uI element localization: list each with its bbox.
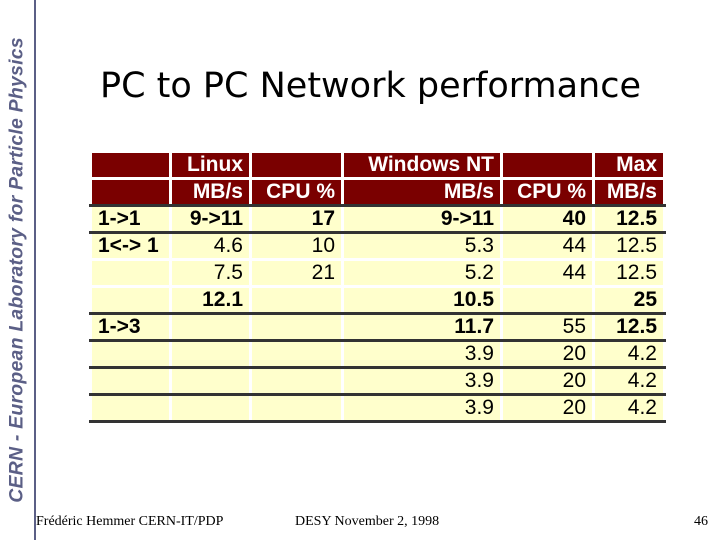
table-cell: 40	[500, 204, 595, 234]
table-cell: 10.5	[341, 285, 503, 315]
table-row: 3.9 20 4.2	[89, 366, 666, 396]
header-row-2: MB/s CPU % MB/s CPU % MB/s	[89, 177, 666, 207]
table-cell	[249, 312, 344, 342]
table-cell: 20	[500, 366, 595, 396]
table-row: 1->3 11.7 55 12.5	[89, 312, 666, 342]
table-cell: 9->11	[341, 204, 503, 234]
header-max: Max	[592, 150, 666, 180]
table-cell	[169, 393, 252, 423]
table-row: 7.5 21 5.2 44 12.5	[89, 258, 666, 288]
table-cell: 9->11	[169, 204, 252, 234]
table-cell: 44	[500, 258, 595, 288]
header-cell	[500, 150, 595, 180]
table-cell: 3.9	[341, 393, 503, 423]
table-cell: 10	[249, 231, 344, 261]
header-cell	[89, 150, 172, 180]
table-cell: 12.5	[592, 204, 666, 234]
table-cell: 12.1	[169, 285, 252, 315]
table-cell: 4.2	[592, 366, 666, 396]
table-cell: 1->3	[89, 312, 172, 342]
table-cell: 25	[592, 285, 666, 315]
table-cell: 5.3	[341, 231, 503, 261]
table-cell	[89, 339, 172, 369]
table-cell: 3.9	[341, 339, 503, 369]
sidebar: CERN - European Laboratory for Particle …	[0, 0, 36, 540]
table-cell: 12.5	[592, 231, 666, 261]
header-max-mbs: MB/s	[592, 177, 666, 207]
header-linux: Linux	[169, 150, 252, 180]
table-cell: 1<-> 1	[89, 231, 172, 261]
page-number: 46	[694, 514, 708, 529]
header-cell	[249, 150, 344, 180]
table-cell: 5.2	[341, 258, 503, 288]
table-cell: 21	[249, 258, 344, 288]
table-cell: 20	[500, 339, 595, 369]
table-cell	[249, 393, 344, 423]
table-row: 1<-> 1 4.6 10 5.3 44 12.5	[89, 231, 666, 261]
table-cell	[169, 366, 252, 396]
slide-title: PC to PC Network performance	[100, 66, 642, 106]
header-linux-mbs: MB/s	[169, 177, 252, 207]
table-cell	[89, 285, 172, 315]
header-cell	[89, 177, 172, 207]
table-cell	[89, 258, 172, 288]
table-cell	[249, 285, 344, 315]
table-cell: 4.2	[592, 339, 666, 369]
table-row: 3.9 20 4.2	[89, 339, 666, 369]
table-cell: 1->1	[89, 204, 172, 234]
table-row: 3.9 20 4.2	[89, 393, 666, 423]
table-cell	[169, 312, 252, 342]
table-cell	[89, 393, 172, 423]
sidebar-lab-name: CERN - European Laboratory for Particle …	[5, 37, 28, 503]
header-nt-cpu: CPU %	[500, 177, 595, 207]
table-cell: 4.6	[169, 231, 252, 261]
table-cell: 17	[249, 204, 344, 234]
table-row: 1->1 9->11 17 9->11 40 12.5	[89, 204, 666, 234]
table-row: 12.1 10.5 25	[89, 285, 666, 315]
table-cell	[500, 285, 595, 315]
table-cell: 12.5	[592, 258, 666, 288]
header-nt-mbs: MB/s	[341, 177, 503, 207]
table-cell: 3.9	[341, 366, 503, 396]
footer-event: DESY November 2, 1998	[295, 514, 440, 529]
table-cell	[89, 366, 172, 396]
table-cell	[169, 339, 252, 369]
table-cell: 11.7	[341, 312, 503, 342]
table-cell: 20	[500, 393, 595, 423]
table-cell: 55	[500, 312, 595, 342]
header-windows-nt: Windows NT	[341, 150, 503, 180]
header-linux-cpu: CPU %	[249, 177, 344, 207]
table-cell: 4.2	[592, 393, 666, 423]
performance-table: Linux Windows NT Max MB/s CPU % MB/s CPU…	[89, 150, 666, 423]
table-cell	[249, 366, 344, 396]
table-cell: 7.5	[169, 258, 252, 288]
table-cell: 12.5	[592, 312, 666, 342]
footer-author: Frédéric Hemmer CERN-IT/PDP	[36, 514, 224, 529]
header-row-1: Linux Windows NT Max	[89, 150, 666, 180]
table-cell: 44	[500, 231, 595, 261]
table-cell	[249, 339, 344, 369]
